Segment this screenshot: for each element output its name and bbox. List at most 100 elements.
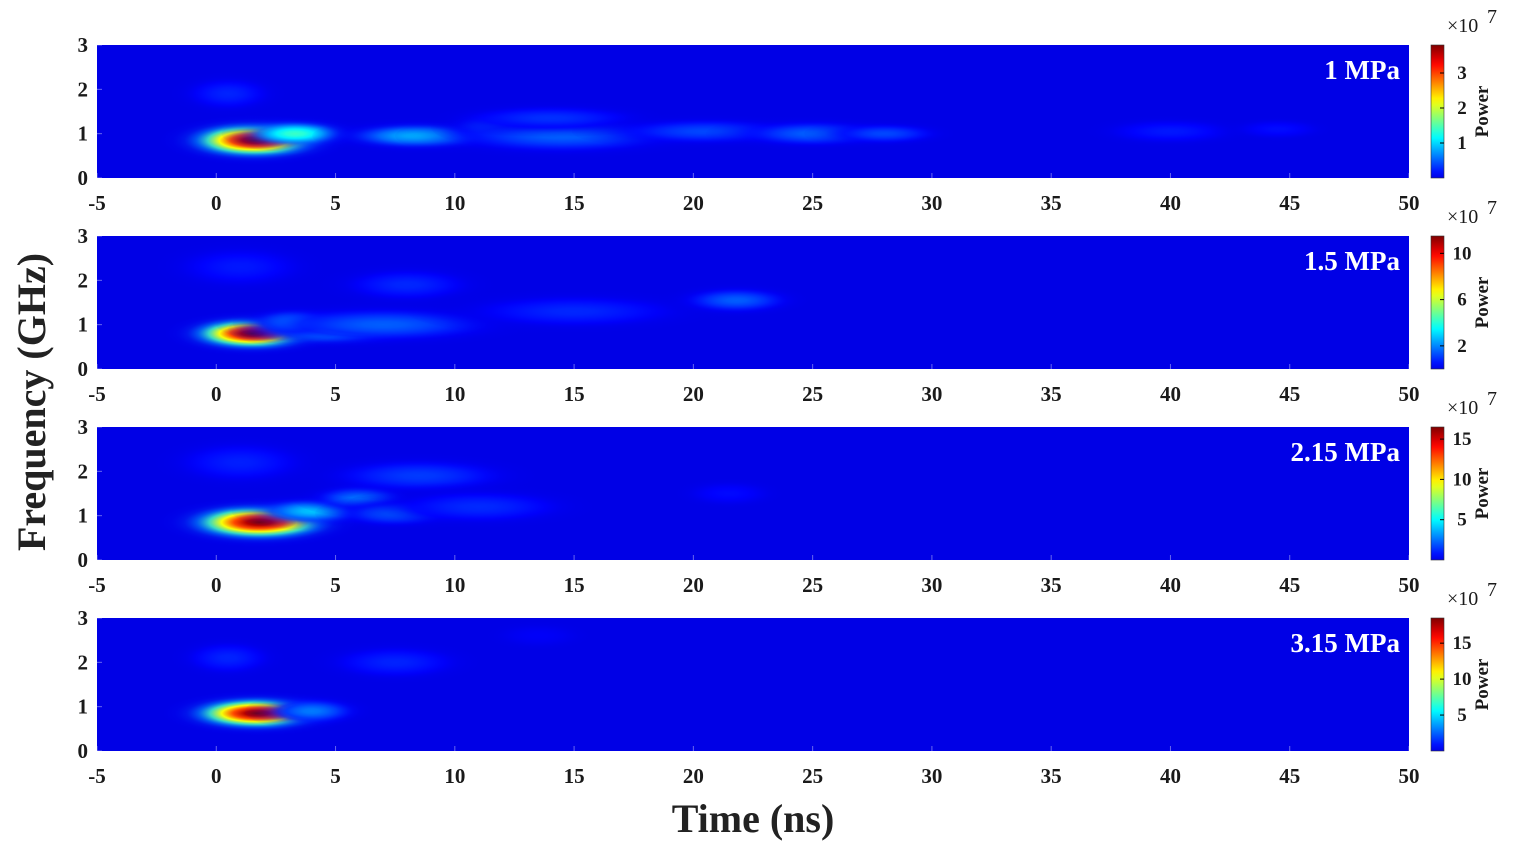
y-tick-label: 0: [78, 548, 89, 572]
x-tick-label: -5: [88, 573, 106, 597]
colorbar-multiplier: ×10: [1447, 588, 1478, 610]
y-axis-label: Frequency (GHz): [9, 253, 54, 551]
x-axis-label: Time (ns): [672, 796, 835, 841]
y-tick-label: 2: [78, 268, 89, 292]
x-tick-label: 35: [1041, 382, 1062, 406]
x-tick-label: 50: [1399, 382, 1420, 406]
y-tick-label: 0: [78, 357, 89, 381]
x-tick-label: 50: [1399, 191, 1420, 215]
colorbar-gradient: [1430, 235, 1445, 370]
hotspot: [294, 637, 496, 688]
y-tick-label: 3: [78, 224, 89, 248]
colorbar-tick-label: 5: [1457, 705, 1467, 726]
colorbar-tick-label: 15: [1453, 633, 1472, 654]
colorbar-tick-label: 10: [1453, 469, 1472, 490]
hotspot: [662, 474, 796, 513]
x-tick-label: 35: [1041, 764, 1062, 788]
x-tick-label: 20: [683, 382, 704, 406]
hotspot: [139, 236, 341, 299]
y-tick-label: 1: [78, 695, 89, 719]
y-tick-label: 0: [78, 166, 89, 190]
x-tick-label: 30: [921, 764, 942, 788]
y-tick-label: 1: [78, 122, 89, 146]
x-tick-label: 35: [1041, 191, 1062, 215]
y-tick-label: 1: [78, 313, 89, 337]
x-tick-label: 30: [921, 191, 942, 215]
colorbar-tick-label: 3: [1457, 63, 1467, 84]
x-tick-label: 25: [802, 573, 823, 597]
x-tick-label: 40: [1160, 382, 1181, 406]
panel-pressure-label: 1.5 MPa: [1304, 246, 1400, 276]
panel-pressure-label: 2.15 MPa: [1291, 437, 1401, 467]
x-tick-label: 50: [1399, 764, 1420, 788]
colorbar-tick-label: 6: [1457, 290, 1467, 311]
x-tick-label: 0: [211, 764, 222, 788]
hotspot: [161, 633, 295, 683]
y-tick-label: 3: [78, 415, 89, 439]
panel-pressure-label: 1 MPa: [1324, 55, 1400, 85]
x-tick-label: 10: [444, 573, 465, 597]
y-tick-label: 2: [78, 77, 89, 101]
colorbar-multiplier: ×10: [1447, 397, 1478, 419]
x-tick-label: 5: [330, 573, 341, 597]
hotspot: [139, 431, 341, 494]
y-tick-label: 3: [78, 33, 89, 57]
colorbar-tick-label: 1: [1457, 133, 1467, 154]
y-tick-label: 2: [78, 459, 89, 483]
x-tick-label: 45: [1279, 382, 1300, 406]
x-tick-label: 15: [564, 573, 585, 597]
x-tick-label: 10: [444, 382, 465, 406]
x-tick-label: 0: [211, 573, 222, 597]
x-tick-label: 5: [330, 382, 341, 406]
colorbar-tick-label: 15: [1453, 429, 1472, 450]
x-tick-label: 25: [802, 382, 823, 406]
hotspot: [471, 618, 606, 655]
colorbar-label: Power: [1472, 276, 1493, 328]
x-tick-label: 25: [802, 191, 823, 215]
x-tick-label: 0: [211, 382, 222, 406]
x-tick-label: 50: [1399, 573, 1420, 597]
x-tick-label: 30: [921, 382, 942, 406]
colorbar-multiplier: ×10: [1447, 15, 1478, 37]
colorbar-exponent: 7: [1487, 6, 1497, 28]
colorbar-tick-label: 5: [1457, 510, 1467, 531]
colorbar-tick-label: 10: [1453, 669, 1472, 690]
x-tick-label: 0: [211, 191, 222, 215]
x-tick-label: 15: [564, 764, 585, 788]
x-tick-label: 15: [564, 191, 585, 215]
x-tick-label: 5: [330, 191, 341, 215]
hotspot: [656, 281, 817, 319]
y-tick-label: 3: [78, 606, 89, 630]
colorbar-tick-label: 2: [1457, 336, 1467, 357]
x-tick-label: 10: [444, 191, 465, 215]
colorbar-tick-label: 2: [1457, 98, 1467, 119]
hotspot: [244, 692, 379, 730]
colorbar-exponent: 7: [1487, 579, 1497, 601]
heatmap-field: [139, 236, 817, 356]
colorbar-gradient: [1430, 44, 1445, 179]
x-tick-label: 10: [444, 764, 465, 788]
colorbar-gradient: [1430, 617, 1445, 752]
x-tick-label: 25: [802, 764, 823, 788]
x-tick-label: 5: [330, 764, 341, 788]
colorbar-tick-label: 10: [1453, 243, 1472, 264]
y-tick-label: 1: [78, 504, 89, 528]
colorbar-gradient: [1430, 426, 1445, 561]
hotspot: [161, 68, 295, 119]
x-tick-label: 45: [1279, 573, 1300, 597]
x-tick-label: 40: [1160, 573, 1181, 597]
colorbar-exponent: 7: [1487, 197, 1497, 219]
colorbar-label: Power: [1472, 467, 1493, 519]
y-tick-label: 2: [78, 650, 89, 674]
x-tick-label: 20: [683, 191, 704, 215]
hotspot: [1211, 114, 1345, 145]
x-tick-label: 35: [1041, 573, 1062, 597]
colorbar-exponent: 7: [1487, 388, 1497, 410]
